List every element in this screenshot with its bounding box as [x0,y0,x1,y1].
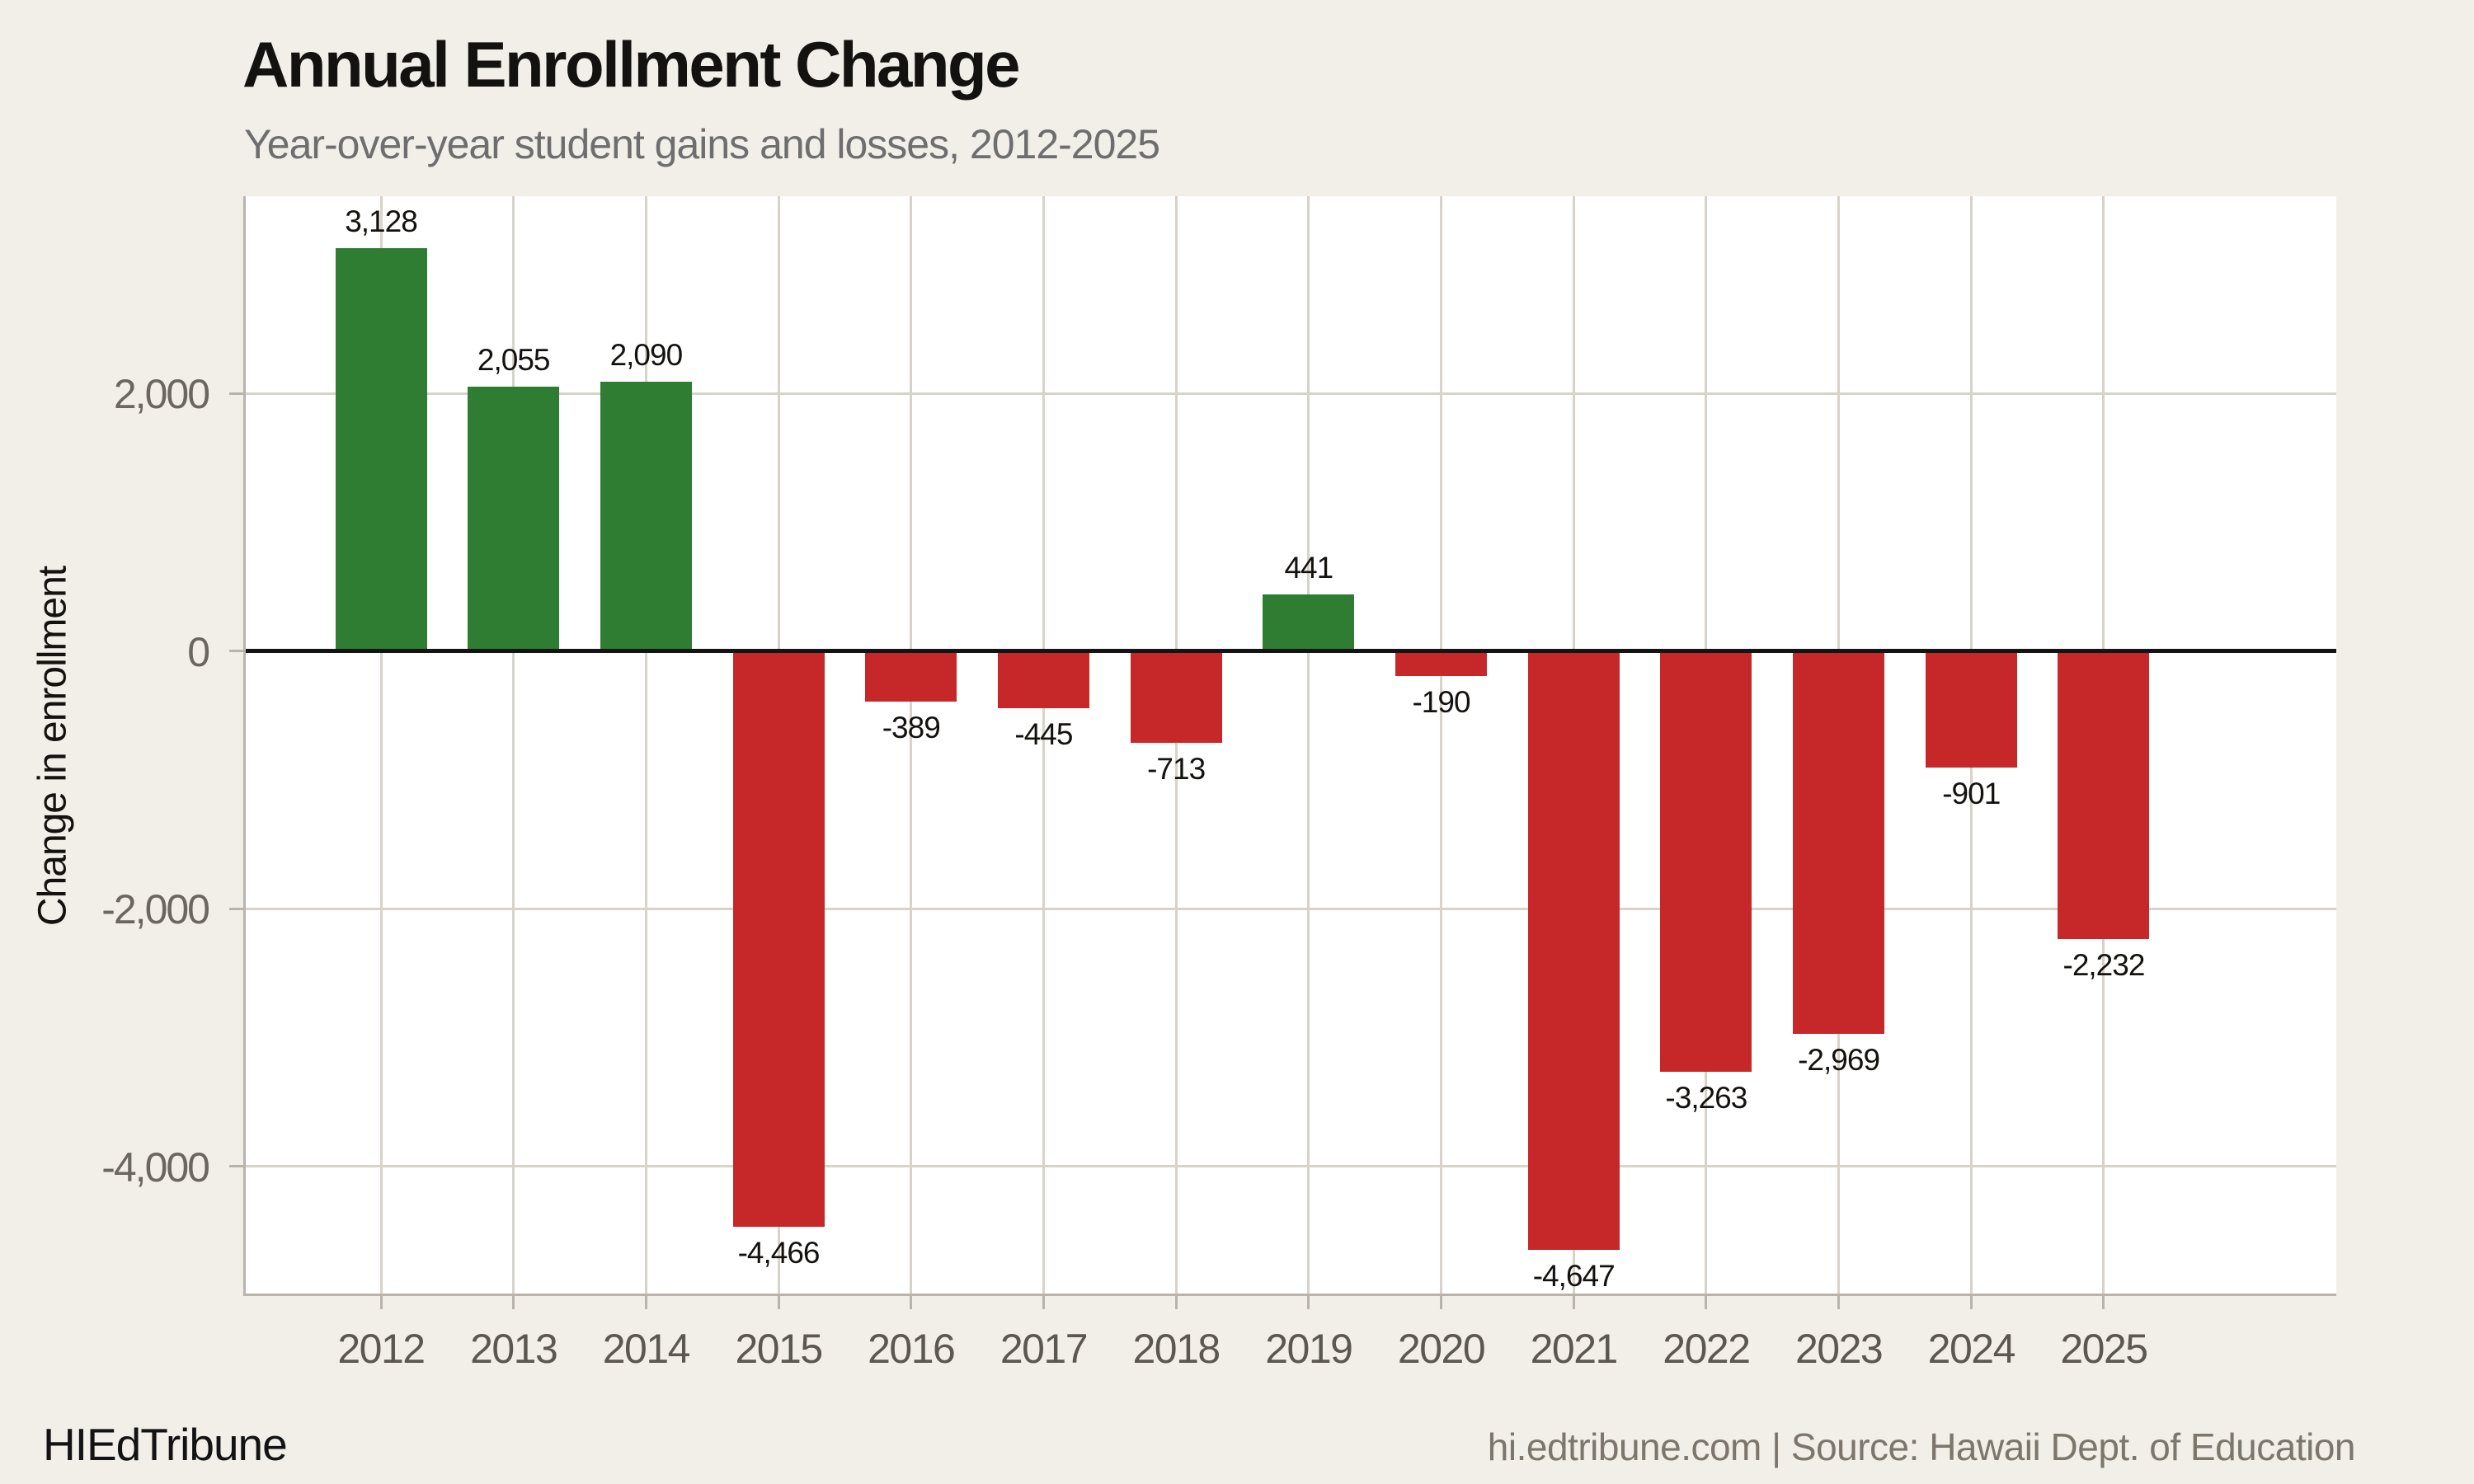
x-gridline [1042,196,1045,1294]
bar-2025 [2058,650,2150,939]
value-label: 441 [1284,551,1333,585]
zero-line [246,649,2336,654]
value-label: -445 [1014,717,1073,752]
bar-2015 [732,650,825,1227]
y-tick-label: 0 [187,628,210,675]
y-tick [229,392,243,395]
x-tick [379,1296,383,1309]
bar-2024 [1925,650,2017,768]
value-label-layer: 3,128 2,055 2,090 -4,466 -389 -445 -713 441 -190… [246,196,2336,1294]
bar-2023 [1793,650,1885,1034]
bar-2022 [1660,650,1752,1072]
value-label: 3,128 [345,204,418,239]
x-axis-label: 2015 [735,1326,823,1372]
y-tick [229,650,243,653]
x-tick [1440,1296,1443,1309]
x-tick [1705,1296,1708,1309]
y-gridline [246,1165,2336,1168]
bar-2021 [1527,650,1620,1250]
value-label: -2,232 [2062,947,2146,982]
zero-line-layer [246,196,2336,1294]
x-tick [2102,1296,2105,1309]
bar-2018 [1130,650,1222,744]
x-tick [777,1296,780,1309]
x-axis-label: 2018 [1132,1326,1221,1372]
bar-2017 [997,650,1089,709]
x-axis-label: 2023 [1794,1326,1884,1372]
x-axis-label: 2017 [999,1326,1089,1372]
plot-panel: 3,128 2,055 2,090 -4,466 -389 -445 -713 441 -190… [243,196,2336,1296]
x-gridline [379,196,383,1294]
brand-logo: HIEdTribune [43,1419,288,1470]
y-tick-label: -4,000 [101,1144,210,1190]
x-axis-label: 2020 [1397,1326,1486,1372]
x-axis-label: 2022 [1663,1326,1751,1372]
y-tick-label: 2,000 [113,371,210,418]
y-tick-label: -2,000 [101,886,210,933]
page-title: Annual Enrollment Change [242,28,1021,101]
x-gridline [910,196,913,1294]
bar-2016 [865,650,957,702]
x-tick [512,1296,515,1309]
x-axis-label: 2014 [602,1326,691,1372]
x-gridline [1174,196,1178,1294]
y-axis-title: Change in enrollment [31,566,75,927]
x-tick [1042,1296,1045,1309]
value-label: -4,647 [1532,1258,1616,1293]
x-tick [1174,1296,1178,1309]
value-label: 2,055 [477,342,551,377]
bar-2013 [468,386,560,651]
y-gridline [246,392,2336,395]
source-attribution: hi.edtribune.com | Source: Hawaii Dept. … [1487,1425,2356,1468]
x-tick [1969,1296,1973,1309]
value-label: -3,263 [1665,1080,1747,1115]
x-axis-label: 2021 [1530,1326,1619,1372]
x-axis-label: 2019 [1265,1326,1353,1372]
value-label: -190 [1412,684,1470,719]
x-axis-label: 2012 [337,1326,426,1372]
value-label: -4,466 [737,1235,821,1270]
value-label: -389 [882,710,941,744]
value-label: -2,969 [1798,1042,1880,1077]
x-tick [644,1296,647,1309]
y-tick [229,907,243,910]
x-axis-label: 2025 [2060,1326,2148,1372]
y-gridline [246,907,2336,910]
value-label: -901 [1942,776,2001,810]
bar-2019 [1263,594,1355,651]
y-tick [229,1165,243,1168]
x-gridline [1307,196,1310,1294]
x-tick [1572,1296,1575,1309]
value-label: -713 [1147,752,1206,787]
x-tick [1837,1296,1841,1309]
x-axis-label: 2016 [868,1326,956,1372]
x-axis-label: 2013 [470,1326,558,1372]
page-subtitle: Year-over-year student gains and losses,… [244,121,1160,167]
bar-2020 [1395,650,1488,676]
x-axis-label: 2024 [1927,1326,2016,1372]
x-gridline [644,196,647,1294]
value-label: 2,090 [609,338,684,373]
bar-layer [246,196,2336,1294]
bar-2012 [335,248,427,651]
x-gridline [512,196,515,1294]
x-tick [1307,1296,1310,1309]
x-tick [910,1296,913,1309]
x-gridline [1440,196,1443,1294]
bar-2014 [600,382,692,651]
